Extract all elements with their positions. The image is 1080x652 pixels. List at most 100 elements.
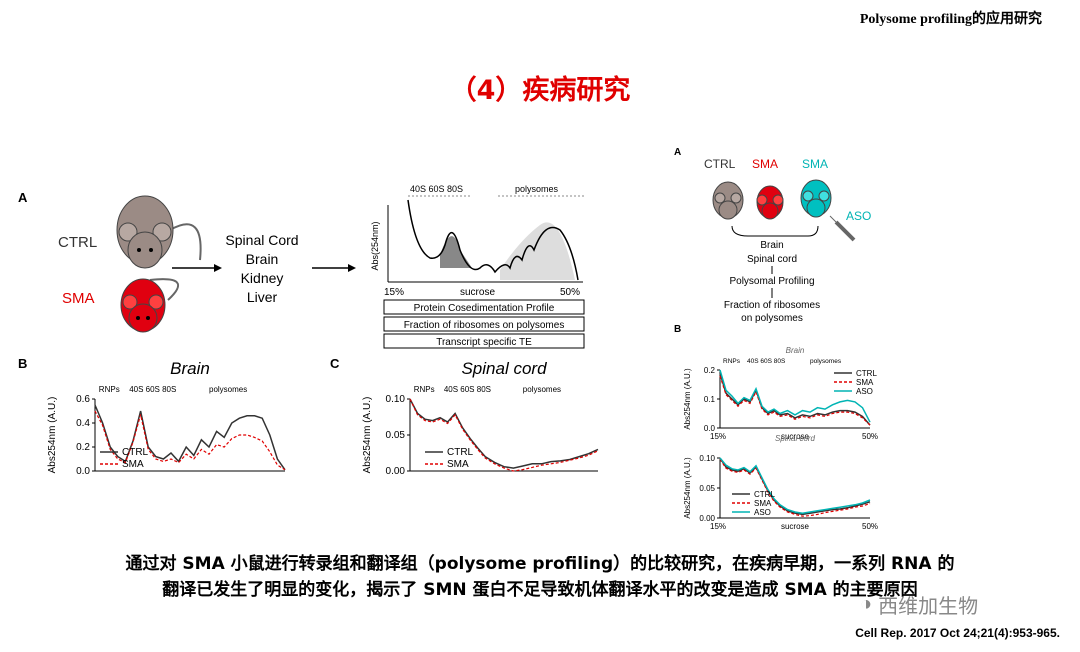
aso-mouse-icon <box>800 179 832 218</box>
flow-item: Spinal cord <box>747 254 797 265</box>
y-tick-label: 0.05 <box>386 430 406 441</box>
y-axis-label: Abs254nm (A.U.) <box>683 368 692 430</box>
y-tick-label: 0.6 <box>76 394 90 405</box>
legend-label: SMA <box>447 459 469 470</box>
series-line-ctrl <box>719 457 871 516</box>
profile-top-label: polysomes <box>515 184 559 194</box>
y-tick-label: 0.1 <box>704 395 716 404</box>
tissue-item: Liver <box>247 289 278 305</box>
y-tick-label: 0.00 <box>699 514 715 523</box>
region-label: polysomes <box>523 385 561 394</box>
y-tick-label: 0.2 <box>76 442 90 453</box>
ctrl-label: CTRL <box>704 157 736 171</box>
y-axis-label: Abs254nm (A.U.) <box>362 397 373 474</box>
series-line-aso <box>719 457 871 514</box>
profile-x-right: 50% <box>560 287 580 298</box>
x-range-label: 15% <box>710 522 726 531</box>
region-label: polysomes <box>209 385 247 394</box>
ctrl-label: CTRL <box>58 234 97 251</box>
region-label: 40S 60S 80S <box>747 358 786 365</box>
summary-line: 通过对 SMA 小鼠进行转录组和翻译组（polysome profiling）的… <box>125 554 955 574</box>
series-line-sma <box>719 375 871 426</box>
flow-item: Brain <box>760 240 783 251</box>
legend-label: CTRL <box>122 447 149 458</box>
panel-b-label: B <box>674 324 681 335</box>
watermark-text: 西维加生物 <box>878 596 979 618</box>
series-line-sma <box>94 410 286 471</box>
brain-chart-left: Brain RNPs 40S 60S 80S polysomes 0.0 0.2 0.4 0.… <box>47 359 286 477</box>
region-label: 40S 60S 80S <box>129 385 176 394</box>
legend-label: SMA <box>856 378 874 387</box>
series-line-sma <box>409 398 599 472</box>
flow-item: Polysomal Profiling <box>729 276 814 287</box>
flow-item: on polysomes <box>741 313 803 324</box>
y-tick-label: 0.4 <box>76 418 90 429</box>
wechat-icon: ◑ <box>860 593 873 615</box>
brain-chart-right: Brain RNPs 40S 60S 80S polysomes 0.0 0.1 0.2 Ab… <box>683 346 878 441</box>
panel-c-label: C <box>330 356 340 371</box>
summary-text: 通过对 SMA 小鼠进行转录组和翻译组（polysome profiling）的… <box>0 551 1080 603</box>
y-tick-label: 0.10 <box>386 394 406 405</box>
chart-title: Brain <box>170 359 210 378</box>
region-label: RNPs <box>99 385 120 394</box>
profile-ylabel: Abs(254nm) <box>370 221 380 270</box>
chart-title: Brain <box>786 346 805 355</box>
legend-label: CTRL <box>754 490 775 499</box>
syringe-icon <box>829 215 856 242</box>
panel-a-label: A <box>674 147 681 158</box>
y-tick-label: 0.2 <box>704 366 716 375</box>
region-label: polysomes <box>810 358 842 365</box>
spinal-chart-left: Spinal cord RNPs 40S 60S 80S polysomes 0.00 0… <box>362 359 599 477</box>
profile-top-label: 40S 60S 80S <box>410 184 463 194</box>
legend-label: SMA <box>122 459 144 470</box>
legend-label: CTRL <box>447 447 474 458</box>
x-axis-label: sucrose <box>781 522 810 531</box>
sma-aso-label: SMA <box>802 157 828 171</box>
panel-a-label: A <box>18 190 28 205</box>
panel-b-label: B <box>18 356 27 371</box>
sma-label: SMA <box>62 290 95 307</box>
header-title: Polysome profiling的应用研究 <box>859 12 1042 27</box>
profile-x-mid: sucrose <box>460 287 495 298</box>
y-tick-label: 0.10 <box>699 454 715 463</box>
x-range-label: 50% <box>862 432 878 441</box>
region-label: RNPs <box>723 358 741 365</box>
x-range-label: 50% <box>862 522 878 531</box>
y-tick-label: 0.0 <box>76 466 90 477</box>
sma-mouse-icon <box>756 185 784 220</box>
y-axis-label: Abs254nm (A.U.) <box>683 457 692 519</box>
chart-title: Spinal cord <box>775 434 816 443</box>
right-figure: A CTRL SMA SMA ASO Brain Spinal cord Pol… <box>674 147 878 531</box>
legend-label: CTRL <box>856 369 877 378</box>
ctrl-mouse-icon <box>116 195 202 269</box>
profile-schematic: 40S 60S 80S polysomes Abs(254nm) 15% suc… <box>370 184 585 349</box>
flow-item: Fraction of ribosomes <box>724 300 820 311</box>
tissue-item: Brain <box>246 251 279 267</box>
y-tick-label: 0.00 <box>386 466 406 477</box>
ctrl-mouse-icon <box>712 181 744 220</box>
box-label: Protein Cosedimentation Profile <box>414 303 555 314</box>
legend-label: ASO <box>754 508 771 517</box>
x-range-label: 15% <box>710 432 726 441</box>
arrow-right-icon <box>312 264 356 272</box>
box-label: Fraction of ribosomes on polysomes <box>404 320 565 331</box>
y-tick-label: 0.0 <box>704 424 716 433</box>
box-label: Transcript specific TE <box>436 337 532 348</box>
slide-title: （4）疾病研究 <box>449 75 631 106</box>
sma-label: SMA <box>752 157 778 171</box>
series-line-ctrl <box>409 398 599 469</box>
legend-label: SMA <box>754 499 772 508</box>
watermark: ◑ 西维加生物 <box>860 590 978 619</box>
profile-x-left: 15% <box>384 287 404 298</box>
citation: Cell Rep. 2017 Oct 24;21(4):953-965. <box>855 626 1060 640</box>
tissue-item: Kidney <box>241 270 284 286</box>
chart-title: Spinal cord <box>461 359 547 378</box>
y-axis-label: Abs254nm (A.U.) <box>47 397 58 474</box>
summary-line: 翻译已发生了明显的变化，揭示了 SMN 蛋白不足导致机体翻译水平的改变是造成 S… <box>162 580 918 600</box>
arrow-right-icon <box>172 264 222 272</box>
y-tick-label: 0.05 <box>699 484 715 493</box>
spinal-chart-right: Spinal cord 0.00 0.05 0.10 Abs254nm (A.U.) 15… <box>683 434 878 531</box>
left-figure: A CTRL SMA Spinal Cord Brain Kidney Live… <box>18 184 599 477</box>
legend-label: ASO <box>856 387 873 396</box>
tissue-item: Spinal Cord <box>225 232 298 248</box>
